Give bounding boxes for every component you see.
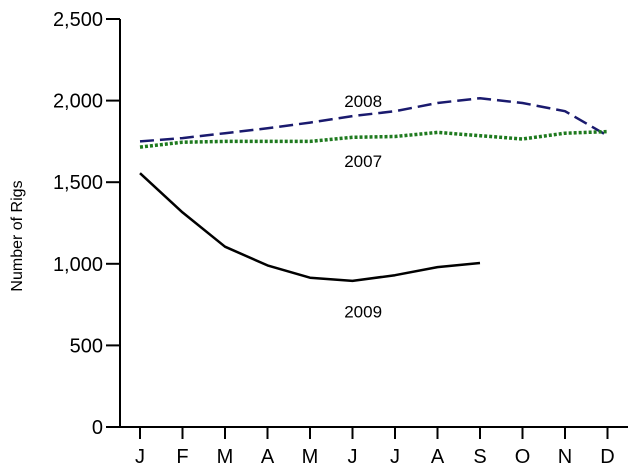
series-label-2009: 2009 [344,303,382,322]
y-tick-label: 0 [92,417,103,439]
x-tick-label: J [135,446,145,468]
y-tick-label: 500 [70,335,103,357]
x-tick-label: M [302,446,319,468]
x-tick-label: S [473,446,486,468]
y-tick-label: 2,500 [53,9,103,31]
series-line-2008 [139,96,609,143]
series-line-2009 [139,172,481,283]
axes: Number of Rigs [9,19,628,428]
series-label-2007: 2007 [344,152,382,171]
y-tick-label: 1,500 [53,172,103,194]
series-label-2008: 2008 [344,92,382,111]
x-tick-label: A [261,446,275,468]
x-tick-label: J [390,446,400,468]
x-tick-label: N [558,446,572,468]
series-lines [139,96,609,283]
x-tick-label: D [600,446,614,468]
y-ticks: 0 500 1,000 1,500 2,000 2,500 [53,9,120,439]
x-tick-label: A [431,446,445,468]
y-tick-label: 2,000 [53,91,103,113]
x-tick-label: M [217,446,234,468]
series-line-2007 [139,129,608,149]
series-labels: 2008 2007 2009 [344,92,382,322]
x-tick-label: F [176,446,188,468]
x-tick-label: J [348,446,358,468]
y-tick-label: 1,000 [53,254,103,276]
y-axis-label: Number of Rigs [9,180,26,291]
x-tick-label: O [515,446,531,468]
